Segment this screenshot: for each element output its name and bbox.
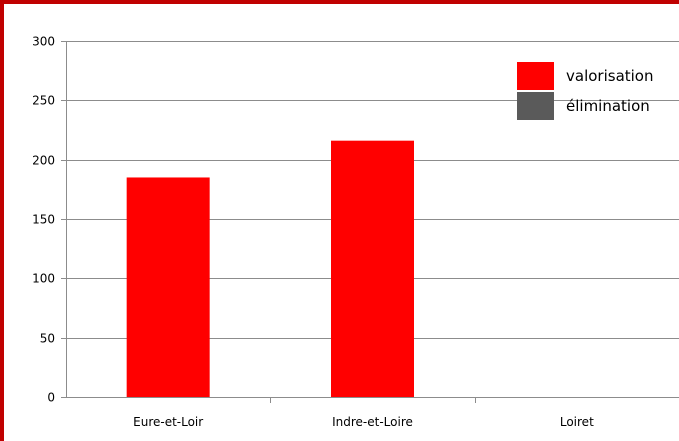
- y-tick-label-250: 250: [32, 94, 55, 108]
- legend: valorisation élimination: [517, 62, 654, 120]
- x-tick-label-loiret: Loiret: [560, 415, 594, 429]
- bar-valorisation-eure-et-loir: [126, 177, 210, 397]
- x-tick-label-indre-et-loire: Indre-et-Loire: [332, 415, 413, 429]
- x-tick-label-eure-et-loir: Eure-et-Loir: [133, 415, 203, 429]
- bar-valorisation-indre-et-loire: [331, 140, 414, 397]
- legend-label-valorisation: valorisation: [566, 67, 654, 85]
- y-tick-label-100: 100: [32, 272, 55, 286]
- y-tick-labels: 0 50 100 150 200 250 300: [32, 35, 55, 405]
- axes: [61, 41, 679, 403]
- bars: [126, 140, 414, 397]
- legend-label-elimination: élimination: [566, 97, 650, 115]
- y-tick-label-200: 200: [32, 154, 55, 168]
- y-tick-label-50: 50: [40, 332, 55, 346]
- legend-swatch-valorisation: [517, 62, 554, 90]
- y-tick-label-150: 150: [32, 213, 55, 227]
- x-tick-labels: Eure-et-Loir Indre-et-Loire Loiret: [133, 415, 594, 429]
- y-tick-label-0: 0: [47, 391, 55, 405]
- y-tick-label-300: 300: [32, 35, 55, 49]
- legend-swatch-elimination: [517, 92, 554, 120]
